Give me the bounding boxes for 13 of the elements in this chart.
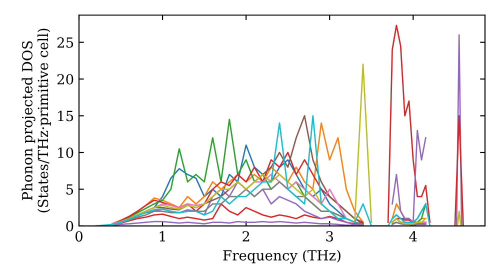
x-tick-label: 3 (326, 231, 334, 242)
y-tick-label: 25 (57, 37, 74, 48)
x-tick-label: 4 (409, 231, 417, 242)
y-axis-title: Phonon projected DOS (States/THz·primitive cell) (22, 28, 51, 212)
x-axis-title: Frequency (THz) (223, 250, 340, 264)
y-tick-label: 15 (58, 110, 74, 122)
x-tick-label: 1 (160, 231, 165, 242)
y-tick-label: 5 (66, 184, 74, 195)
y-tick-label: 0 (66, 220, 74, 232)
x-tick-label: 2 (242, 231, 250, 242)
y-tick-label: 10 (58, 147, 74, 158)
x-tick-label: 0 (75, 231, 82, 242)
y-tick-label: 20 (57, 74, 74, 85)
